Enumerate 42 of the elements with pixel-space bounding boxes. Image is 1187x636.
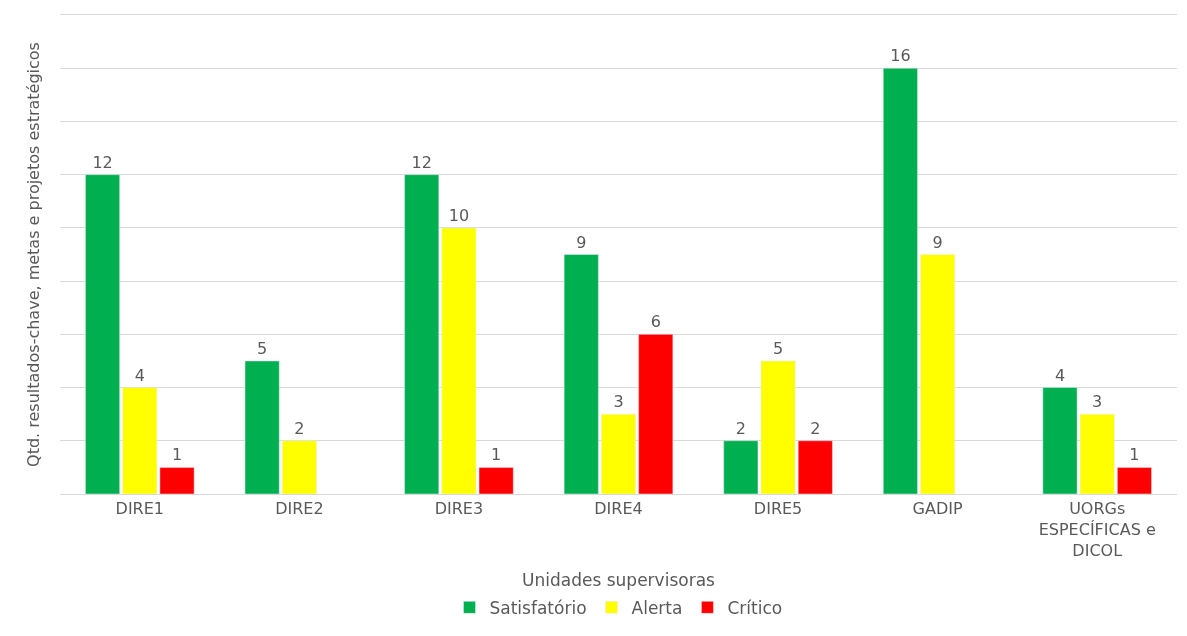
data-label: 12	[92, 152, 113, 172]
bar	[404, 174, 440, 494]
x-tick-label: DIRE1	[115, 499, 165, 519]
data-label: 3	[613, 392, 624, 412]
data-label: 1	[171, 445, 183, 465]
legend-label: Crítico	[727, 597, 783, 618]
bar	[244, 360, 280, 494]
data-label: 10	[448, 205, 470, 225]
x-tick-label: GADIP	[912, 499, 964, 519]
y-axis-title: Qtd. resultados-chave, metas e projetos estratégicos	[23, 42, 43, 467]
data-label: 1	[1129, 445, 1140, 465]
bar	[601, 413, 636, 494]
data-label: 16	[890, 46, 911, 66]
data-label: 2	[810, 418, 821, 438]
legend-label: Satisfatório	[489, 597, 587, 618]
x-tick-label: DIRE2	[275, 499, 324, 519]
data-label: 5	[257, 338, 268, 358]
data-label: 12	[411, 152, 432, 172]
x-tick-label: DIRE5	[753, 499, 803, 519]
x-tick-label: UORGs ESPECÍFICAS e DICOL	[1038, 499, 1156, 560]
data-label: 9	[932, 232, 943, 252]
legend-label: Alerta	[631, 597, 683, 618]
data-label: 5	[772, 338, 784, 358]
x-axis-title: Unidades supervisoras	[522, 570, 716, 591]
bar	[281, 440, 317, 494]
bar	[638, 334, 674, 494]
bar	[920, 254, 956, 494]
data-label: 9	[576, 232, 587, 252]
x-tick-label: DIRE4	[594, 499, 643, 519]
bar	[797, 440, 833, 494]
bar	[563, 254, 599, 494]
bar	[85, 174, 120, 494]
bar	[1117, 467, 1152, 494]
x-tick-label: DIRE3	[434, 499, 484, 519]
data-label: 6	[650, 312, 661, 332]
data-label: 1	[491, 445, 502, 465]
bar	[883, 67, 918, 494]
data-label: 4	[1054, 365, 1066, 385]
data-label: 2	[294, 418, 305, 438]
data-label: 3	[1092, 392, 1103, 412]
data-label: 4	[134, 365, 145, 385]
data-label: 2	[735, 418, 746, 438]
